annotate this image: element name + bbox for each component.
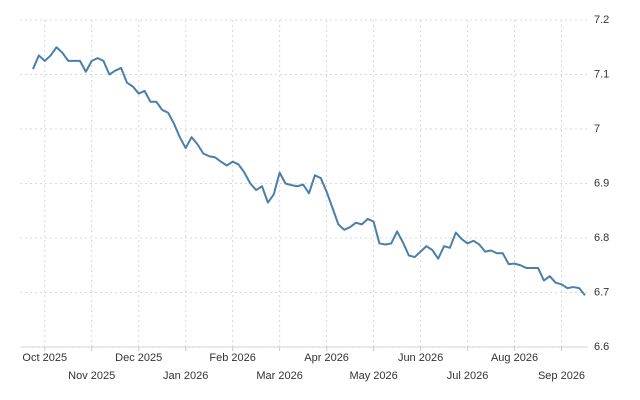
y-tick-label: 7: [594, 123, 600, 135]
x-tick-label: Jun 2026: [398, 352, 443, 364]
x-tick-label: Oct 2025: [22, 352, 67, 364]
x-tick-label: Aug 2026: [491, 352, 538, 364]
x-tick-label: May 2026: [349, 370, 397, 382]
y-tick-label: 6.8: [594, 232, 609, 244]
y-tick-label: 6.9: [594, 177, 609, 189]
x-tick-label: Dec 2025: [115, 352, 162, 364]
y-tick-label: 7.2: [594, 14, 609, 26]
y-tick-label: 6.7: [594, 286, 609, 298]
x-tick-label: Mar 2026: [256, 370, 302, 382]
x-tick-label: Apr 2026: [304, 352, 349, 364]
x-tick-label: Jul 2026: [447, 370, 489, 382]
x-tick-label: Feb 2026: [209, 352, 255, 364]
y-tick-label: 6.6: [594, 341, 609, 353]
line-series: [32, 46, 586, 296]
y-tick-label: 7.1: [594, 68, 609, 80]
x-tick-label: Sep 2026: [538, 370, 585, 382]
x-tick-label: Jan 2026: [163, 370, 208, 382]
x-tick-label: Nov 2025: [68, 370, 115, 382]
